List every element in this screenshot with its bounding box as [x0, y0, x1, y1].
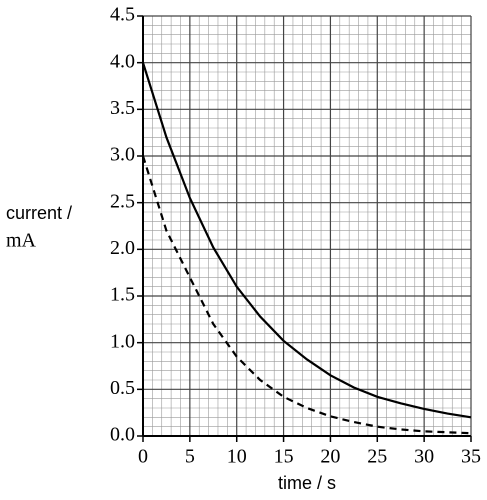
x-tick-label: 20: [320, 446, 340, 468]
x-tick-label: 15: [274, 446, 294, 468]
y-axis-label: mA: [6, 230, 37, 252]
x-tick-label: 5: [185, 446, 195, 468]
x-tick-label: 25: [367, 446, 387, 468]
y-tick-label: 3.5: [110, 97, 135, 119]
y-tick-label: 1.0: [110, 330, 135, 352]
y-tick-label: 1.5: [110, 284, 135, 306]
x-tick-label: 30: [414, 446, 434, 468]
x-axis-label: time / s: [278, 473, 336, 493]
y-tick-label: 0.0: [110, 424, 135, 446]
y-tick-label: 2.5: [110, 190, 135, 212]
y-tick-label: 4.0: [110, 50, 135, 72]
y-tick-label: 3.0: [110, 144, 135, 166]
line-series: [141, 155, 472, 435]
y-tick-label: 0.5: [110, 377, 135, 399]
y-tick-label: 2.0: [110, 237, 135, 259]
x-tick-label: 35: [461, 446, 481, 468]
line-series: [141, 62, 472, 419]
y-axis-label: current /: [6, 203, 72, 223]
x-tick-label: 10: [227, 446, 247, 468]
x-tick-label: 0: [138, 446, 148, 468]
y-tick-label: 4.5: [110, 4, 135, 26]
